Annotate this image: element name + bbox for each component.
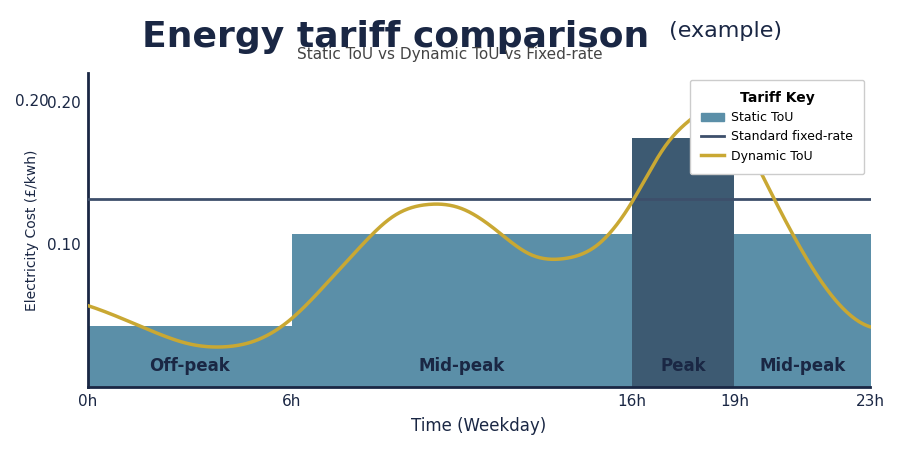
Bar <box>632 138 734 387</box>
Text: Mid-peak: Mid-peak <box>760 357 846 375</box>
Bar <box>292 234 632 387</box>
Text: Peak: Peak <box>661 357 707 375</box>
Bar <box>87 325 292 387</box>
Text: (example): (example) <box>662 21 781 41</box>
Text: 0.20: 0.20 <box>15 94 49 109</box>
Y-axis label: Electricity Cost (£/kwh): Electricity Cost (£/kwh) <box>24 149 39 311</box>
Text: Off-peak: Off-peak <box>149 357 230 375</box>
Text: Mid-peak: Mid-peak <box>418 357 505 375</box>
X-axis label: Time (Weekday): Time (Weekday) <box>411 417 546 435</box>
Bar <box>734 234 870 387</box>
Legend: Static ToU, Standard fixed-rate, Dynamic ToU: Static ToU, Standard fixed-rate, Dynamic… <box>690 80 864 174</box>
Text: Static ToU vs Dynamic ToU vs Fixed-rate: Static ToU vs Dynamic ToU vs Fixed-rate <box>297 47 603 62</box>
Text: Energy tariff comparison: Energy tariff comparison <box>142 20 650 54</box>
